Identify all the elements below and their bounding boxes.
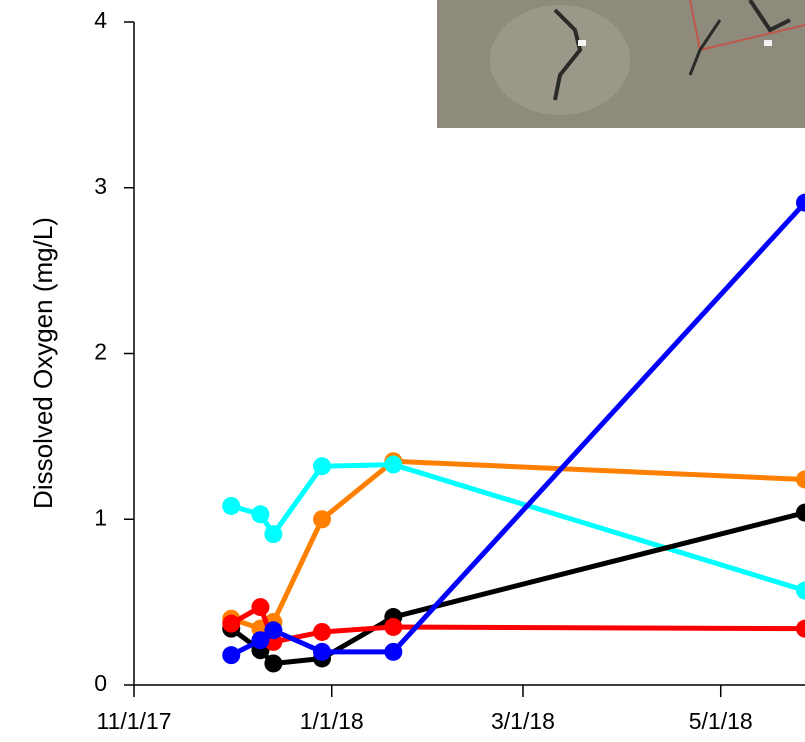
data-point xyxy=(384,643,402,661)
data-point xyxy=(796,620,805,638)
data-point xyxy=(313,623,331,641)
inset-photo xyxy=(437,0,805,128)
y-axis-label: Dissolved Oxygen (mg/L) xyxy=(28,217,58,509)
series-line xyxy=(231,461,805,628)
y-tick-label: 4 xyxy=(94,7,107,33)
photo-feature xyxy=(578,40,586,46)
data-point xyxy=(222,646,240,664)
y-tick-label: 2 xyxy=(94,339,107,365)
data-point xyxy=(796,582,805,600)
data-point xyxy=(264,525,282,543)
data-point xyxy=(313,643,331,661)
y-tick-label: 0 xyxy=(94,670,107,696)
data-point xyxy=(251,598,269,616)
x-tick-label: 5/1/18 xyxy=(689,708,753,734)
data-point xyxy=(222,497,240,515)
photo-feature xyxy=(764,40,772,46)
data-point xyxy=(796,470,805,488)
data-point xyxy=(313,510,331,528)
x-tick-label: 11/1/17 xyxy=(96,708,171,734)
y-tick-label: 3 xyxy=(94,173,107,199)
data-point xyxy=(264,621,282,639)
chart: Dissolved Oxygen (mg/L) 0 1 2 3 4 11/1/17 1/1/… xyxy=(0,0,805,742)
data-point xyxy=(313,457,331,475)
x-tick-label: 3/1/18 xyxy=(491,708,555,734)
page: Dissolved Oxygen (mg/L) 0 1 2 3 4 11/1/17 1/1/… xyxy=(0,0,805,742)
data-point xyxy=(264,654,282,672)
data-point xyxy=(251,505,269,523)
photo-texture xyxy=(490,5,630,115)
data-point xyxy=(384,618,402,636)
data-point xyxy=(796,504,805,522)
y-tick-label: 1 xyxy=(94,504,107,530)
x-tick-label: 1/1/18 xyxy=(300,708,364,734)
data-point xyxy=(384,456,402,474)
series-line xyxy=(231,513,805,664)
data-point xyxy=(222,615,240,633)
